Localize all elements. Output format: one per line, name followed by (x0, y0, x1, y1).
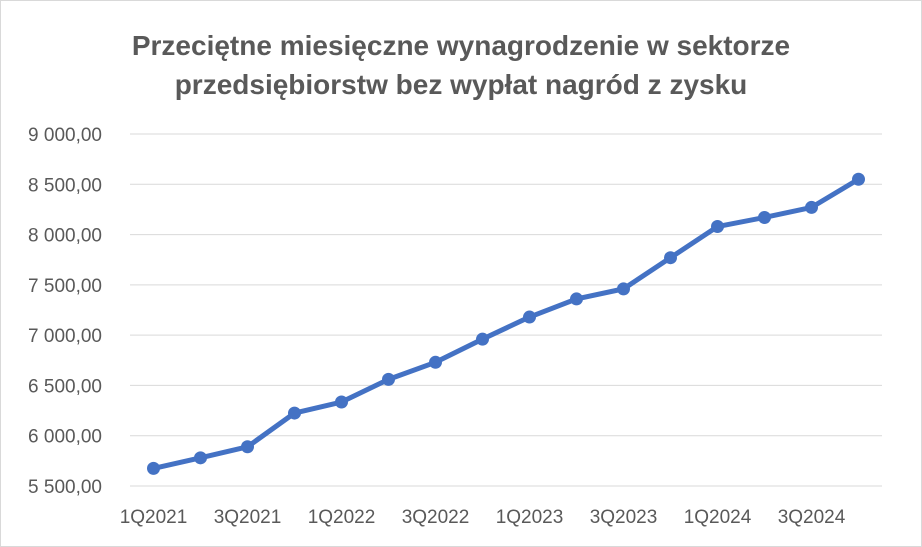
series-line (151, 176, 861, 471)
chart-title-line1: Przeciętne miesięczne wynagrodzenie w se… (131, 30, 791, 61)
x-axis-labels: 1Q2021 3Q2021 1Q2022 3Q2022 1Q2023 3Q2023 1Q20… (120, 507, 846, 528)
data-point (711, 220, 724, 234)
data-point (758, 210, 771, 224)
y-axis-labels: 5 500,00 6 000,00 6 500,00 7 000,00 7 500,00… (28, 125, 102, 498)
y-tick-label: 9 000,00 (28, 125, 102, 146)
data-point (241, 440, 254, 454)
data-point (617, 282, 630, 296)
x-tick-label: 1Q2022 (308, 507, 376, 528)
y-tick-label: 6 000,00 (28, 427, 102, 448)
chart-title-line2: przedsiębiorstw bez wypłat nagród z zysk… (174, 69, 748, 100)
series-points-group (147, 172, 865, 475)
x-tick-label: 1Q2023 (496, 507, 564, 528)
data-point (335, 395, 348, 409)
data-point (476, 332, 489, 346)
series-line-group (151, 176, 861, 471)
data-point (429, 355, 442, 369)
data-point (147, 461, 160, 475)
data-point (194, 451, 207, 465)
data-point (852, 172, 865, 186)
data-point (523, 310, 536, 324)
x-tick-label: 1Q2024 (684, 507, 752, 528)
y-tick-label: 6 500,00 (28, 376, 102, 397)
y-tick-label: 8 000,00 (28, 226, 102, 247)
gridlines (130, 133, 882, 487)
x-tick-label: 3Q2022 (402, 507, 470, 528)
x-tick-label: 3Q2023 (590, 507, 658, 528)
x-tick-label: 1Q2021 (120, 507, 188, 528)
x-tick-label: 3Q2024 (778, 507, 846, 528)
y-tick-label: 5 500,00 (28, 477, 102, 498)
y-tick-label: 7 000,00 (28, 326, 102, 347)
data-point (664, 251, 677, 265)
data-point (382, 372, 395, 386)
y-tick-label: 7 500,00 (28, 276, 102, 297)
x-tick-label: 3Q2021 (214, 507, 282, 528)
chart-title: Przeciętne miesięczne wynagrodzenie w se… (0, 26, 922, 104)
data-point (288, 406, 301, 420)
data-point (805, 200, 818, 214)
y-tick-label: 8 500,00 (28, 175, 102, 196)
data-point (570, 292, 583, 306)
